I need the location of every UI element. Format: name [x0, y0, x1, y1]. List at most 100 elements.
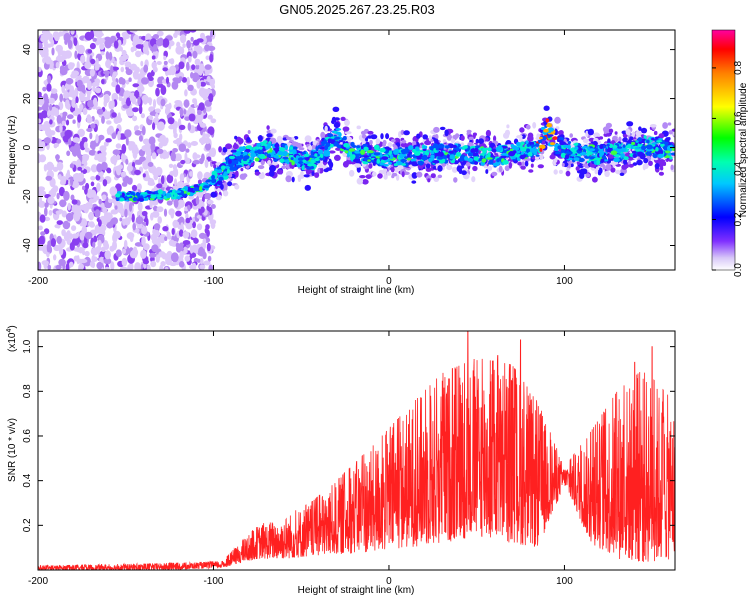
- ridge-halo-blob: [380, 133, 384, 140]
- noise-blob: [205, 133, 211, 138]
- noise-blob: [61, 210, 67, 218]
- ridge-core-blob: [381, 156, 389, 161]
- ridge-core-blob: [473, 156, 479, 161]
- chart-title: GN05.2025.267.23.25.R03: [279, 2, 434, 17]
- noise-blob: [134, 169, 141, 176]
- ridge-halo-blob: [575, 166, 580, 172]
- ridge-core-blob: [140, 192, 148, 195]
- ridge-halo-blob: [640, 127, 648, 134]
- noise-blob: [110, 261, 115, 270]
- ridge-core-blob: [206, 179, 212, 182]
- ridge-core-blob: [373, 152, 381, 156]
- noise-blob: [39, 214, 46, 223]
- noise-blob: [94, 78, 101, 85]
- ridge-core-blob: [554, 151, 561, 155]
- noise-blob: [82, 250, 86, 256]
- noise-blob: [38, 66, 42, 73]
- ridge-halo-blob: [276, 169, 284, 175]
- ridge-core-blob: [269, 147, 273, 153]
- ridge-core-blob: [266, 145, 272, 149]
- noise-blob: [54, 224, 61, 229]
- top-y-tick-label: 40: [22, 44, 33, 56]
- ridge-core-blob: [627, 144, 632, 149]
- noise-blob: [119, 266, 128, 270]
- noise-blob: [103, 114, 111, 120]
- bottom-y-tick-label: 0.4: [22, 473, 33, 487]
- ridge-halo-blob: [553, 169, 558, 175]
- ridge-halo-blob: [621, 164, 628, 170]
- ridge-halo-blob: [344, 119, 350, 126]
- ridge-core-blob: [500, 153, 508, 156]
- ridge-core-blob: [610, 150, 618, 155]
- ridge-core-blob: [282, 156, 289, 160]
- ridge-core-blob: [566, 150, 570, 155]
- ridge-halo-blob: [416, 133, 421, 139]
- noise-blob: [61, 229, 66, 237]
- ridge-halo-blob: [354, 163, 362, 168]
- noise-blob: [173, 132, 178, 139]
- ridge-core-blob: [266, 143, 272, 146]
- noise-blob: [64, 82, 70, 90]
- noise-blob: [204, 64, 212, 70]
- ridge-halo-blob: [434, 133, 439, 140]
- ridge-core-blob: [186, 187, 192, 192]
- noise-blob: [132, 115, 138, 122]
- ridge-halo-blob: [269, 165, 276, 172]
- noise-blob: [89, 143, 95, 149]
- noise-blob: [192, 204, 199, 210]
- noise-blob: [79, 258, 88, 264]
- ridge-halo-blob: [367, 130, 374, 135]
- ridge-core-blob: [243, 162, 249, 165]
- noise-blob: [109, 186, 118, 196]
- ridge-halo-blob: [460, 135, 465, 141]
- ridge-core-blob: [383, 164, 389, 167]
- noise-blob: [81, 136, 88, 143]
- ridge-halo-blob: [519, 127, 525, 133]
- ridge-core-blob: [602, 155, 607, 160]
- ridge-halo-blob: [503, 132, 510, 139]
- ridge-halo-blob: [437, 165, 443, 172]
- ridge-halo-blob: [424, 140, 432, 146]
- noise-blob: [83, 256, 91, 267]
- noise-blob: [184, 89, 188, 97]
- noise-blob: [210, 118, 217, 124]
- noise-blob: [47, 264, 52, 270]
- ridge-core-blob: [526, 143, 531, 147]
- noise-blob: [192, 72, 199, 79]
- ridge-core-blob: [463, 145, 468, 149]
- noise-blob: [116, 167, 122, 176]
- ridge-core-blob: [539, 136, 543, 140]
- ridge-halo-blob: [504, 165, 510, 172]
- noise-blob: [121, 98, 125, 107]
- noise-blob: [82, 185, 86, 191]
- ridge-core-blob: [235, 165, 243, 168]
- noise-blob: [101, 194, 107, 200]
- noise-blob: [195, 64, 200, 70]
- ridge-halo-blob: [238, 138, 243, 145]
- ridge-halo-blob: [485, 169, 489, 174]
- noise-blob: [164, 266, 169, 270]
- ridge-halo-blob: [595, 166, 600, 171]
- noise-blob: [61, 120, 66, 126]
- noise-blob: [114, 116, 123, 124]
- ridge-core-blob: [256, 143, 262, 146]
- noise-blob: [105, 51, 110, 60]
- noise-blob: [90, 176, 96, 181]
- noise-blob: [62, 220, 71, 230]
- noise-blob: [145, 218, 149, 226]
- noise-blob: [128, 77, 132, 82]
- noise-blob: [170, 151, 176, 162]
- noise-blob: [124, 129, 132, 138]
- ridge-halo-blob: [520, 165, 526, 170]
- noise-blob: [56, 114, 62, 124]
- ridge-core-blob: [600, 158, 605, 164]
- noise-blob: [138, 105, 143, 115]
- noise-blob: [92, 241, 96, 248]
- noise-blob: [205, 136, 210, 145]
- noise-blob: [155, 166, 163, 176]
- ridge-halo-blob: [618, 136, 622, 143]
- noise-blob: [123, 239, 128, 250]
- ridge-core-blob: [327, 138, 332, 144]
- ridge-halo-blob: [394, 166, 399, 173]
- ridge-core-blob: [613, 157, 620, 163]
